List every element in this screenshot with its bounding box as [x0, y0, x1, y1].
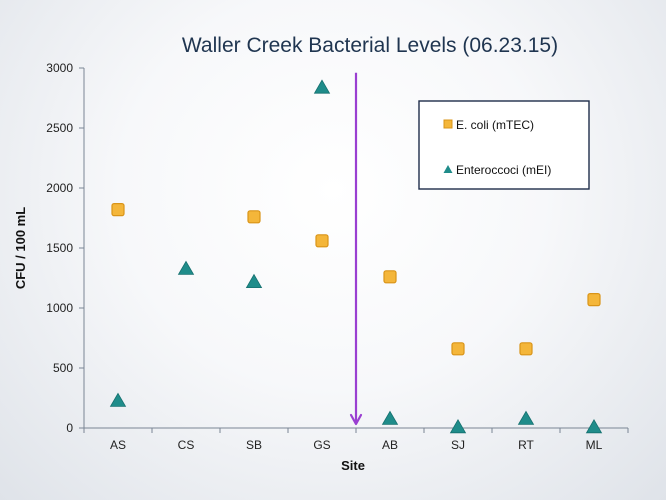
- enterococci-point: [245, 273, 263, 289]
- y-tick-label: 3000: [46, 61, 73, 75]
- enterococci-point: [381, 410, 399, 425]
- legend-label-ecoli: E. coli (mTEC): [456, 118, 534, 132]
- x-tick-label: RT: [518, 438, 534, 452]
- ecoli-point: [315, 234, 329, 248]
- ecoli-point: [587, 293, 601, 307]
- x-axis-title: Site: [341, 458, 365, 473]
- enterococci-point: [177, 260, 195, 275]
- y-axis-title: CFU / 100 mL: [13, 207, 28, 289]
- ecoli-point: [451, 342, 465, 356]
- enterococci-point: [109, 392, 127, 407]
- x-tick-label: GS: [313, 438, 330, 452]
- x-tick-label: ML: [586, 438, 603, 452]
- x-tick-label: AB: [382, 438, 398, 452]
- legend-marker-square: [443, 119, 453, 129]
- ecoli-point: [383, 270, 397, 284]
- y-tick-label: 0: [66, 421, 73, 435]
- x-tick-label: SB: [246, 438, 262, 452]
- legend-label-enterococci: Enteroccoci (mEI): [456, 163, 551, 177]
- divider-arrow-head: [349, 413, 363, 426]
- ecoli-point: [247, 210, 261, 224]
- legend-marker-triangle: [443, 165, 453, 173]
- ecoli-point: [111, 203, 125, 217]
- plot-area: 0 500 1000 1500 2000 2500 3000 AS CS SB GS AB SJ RT ML: [46, 61, 629, 452]
- y-tick-label: 2000: [46, 181, 73, 195]
- y-tick-label: 1500: [46, 241, 73, 255]
- x-tick-label: AS: [110, 438, 126, 452]
- x-tick-label: CS: [178, 438, 195, 452]
- x-tick-label: SJ: [451, 438, 465, 452]
- enterococci-point: [585, 418, 603, 434]
- enterococci-point: [449, 418, 467, 434]
- enterococci-point: [313, 79, 331, 94]
- y-tick-label: 2500: [46, 121, 73, 135]
- ecoli-point: [519, 342, 533, 356]
- legend: E. coli (mTEC) Enteroccoci (mEI): [418, 100, 590, 190]
- y-tick-label: 500: [53, 361, 73, 375]
- enterococci-point: [517, 410, 535, 425]
- y-tick-label: 1000: [46, 301, 73, 315]
- legend-box: [418, 100, 590, 190]
- chart-title: Waller Creek Bacterial Levels (06.23.15): [182, 34, 558, 57]
